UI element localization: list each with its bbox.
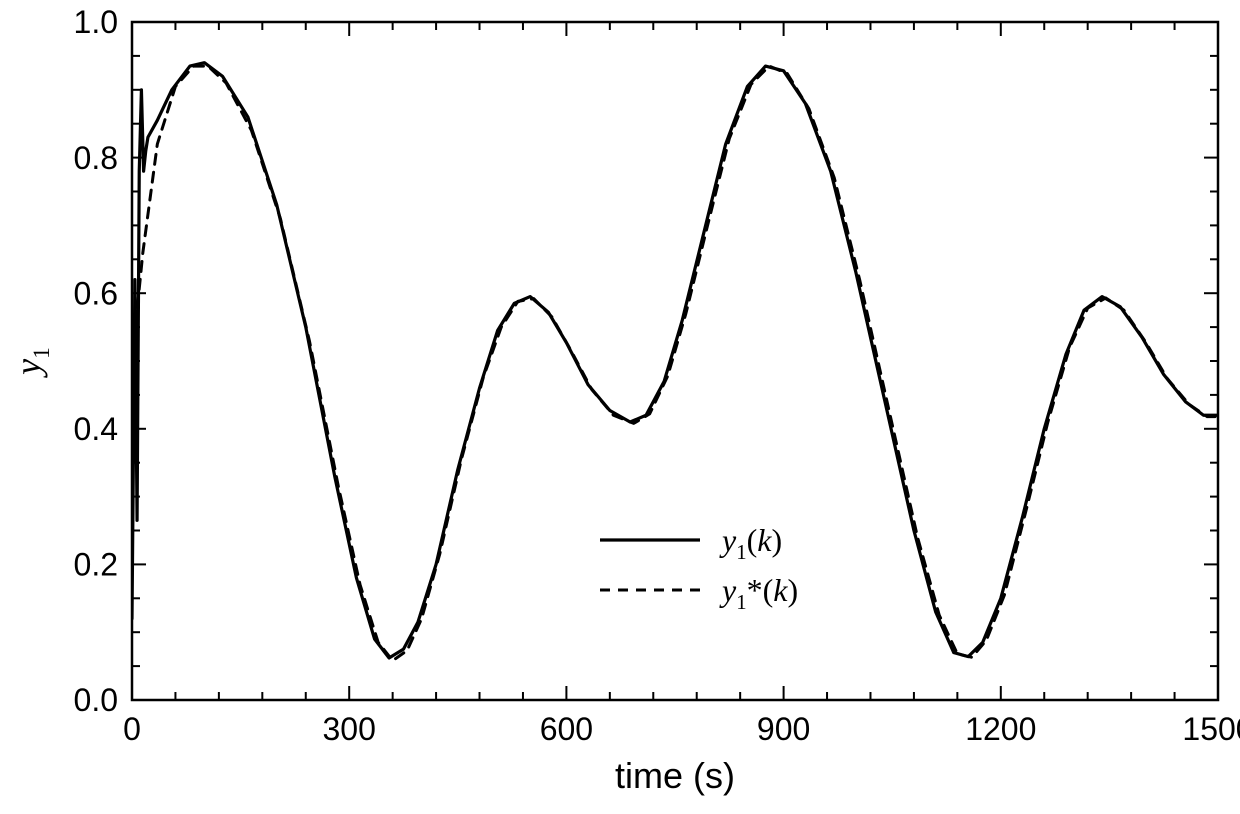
x-tick-label: 300 [323, 711, 376, 747]
x-axis-label: time (s) [615, 755, 735, 796]
chart-container: 0 300 600 900 1200 1500 0.0 0.2 0.4 0.6 0.8 1.0 time… [0, 0, 1240, 814]
x-tick-label: 1200 [965, 711, 1036, 747]
x-tick-label: 1500 [1182, 711, 1240, 747]
x-tick-label: 900 [757, 711, 810, 747]
y-tick-label: 0.6 [74, 275, 118, 311]
y-tick-label: 1.0 [74, 4, 118, 40]
legend-label-0: y1(k) [719, 522, 782, 564]
legend-label-1: y1*(k) [719, 572, 798, 614]
x-tick-label: 600 [540, 711, 593, 747]
series-y1*(k) [132, 66, 1218, 661]
y-tick-label: 0.2 [74, 547, 118, 583]
y-tick-label: 0.0 [74, 682, 118, 718]
y-tick-label: 0.8 [74, 140, 118, 176]
plot-border [132, 22, 1218, 700]
y-axis-label-group: y1 [8, 347, 55, 378]
line-chart: 0 300 600 900 1200 1500 0.0 0.2 0.4 0.6 0.8 1.0 time… [0, 0, 1240, 814]
series-y1(k) [132, 63, 1218, 658]
y-tick-label: 0.4 [74, 411, 118, 447]
y-axis-label: y1 [8, 347, 55, 378]
x-tick-label: 0 [123, 711, 141, 747]
